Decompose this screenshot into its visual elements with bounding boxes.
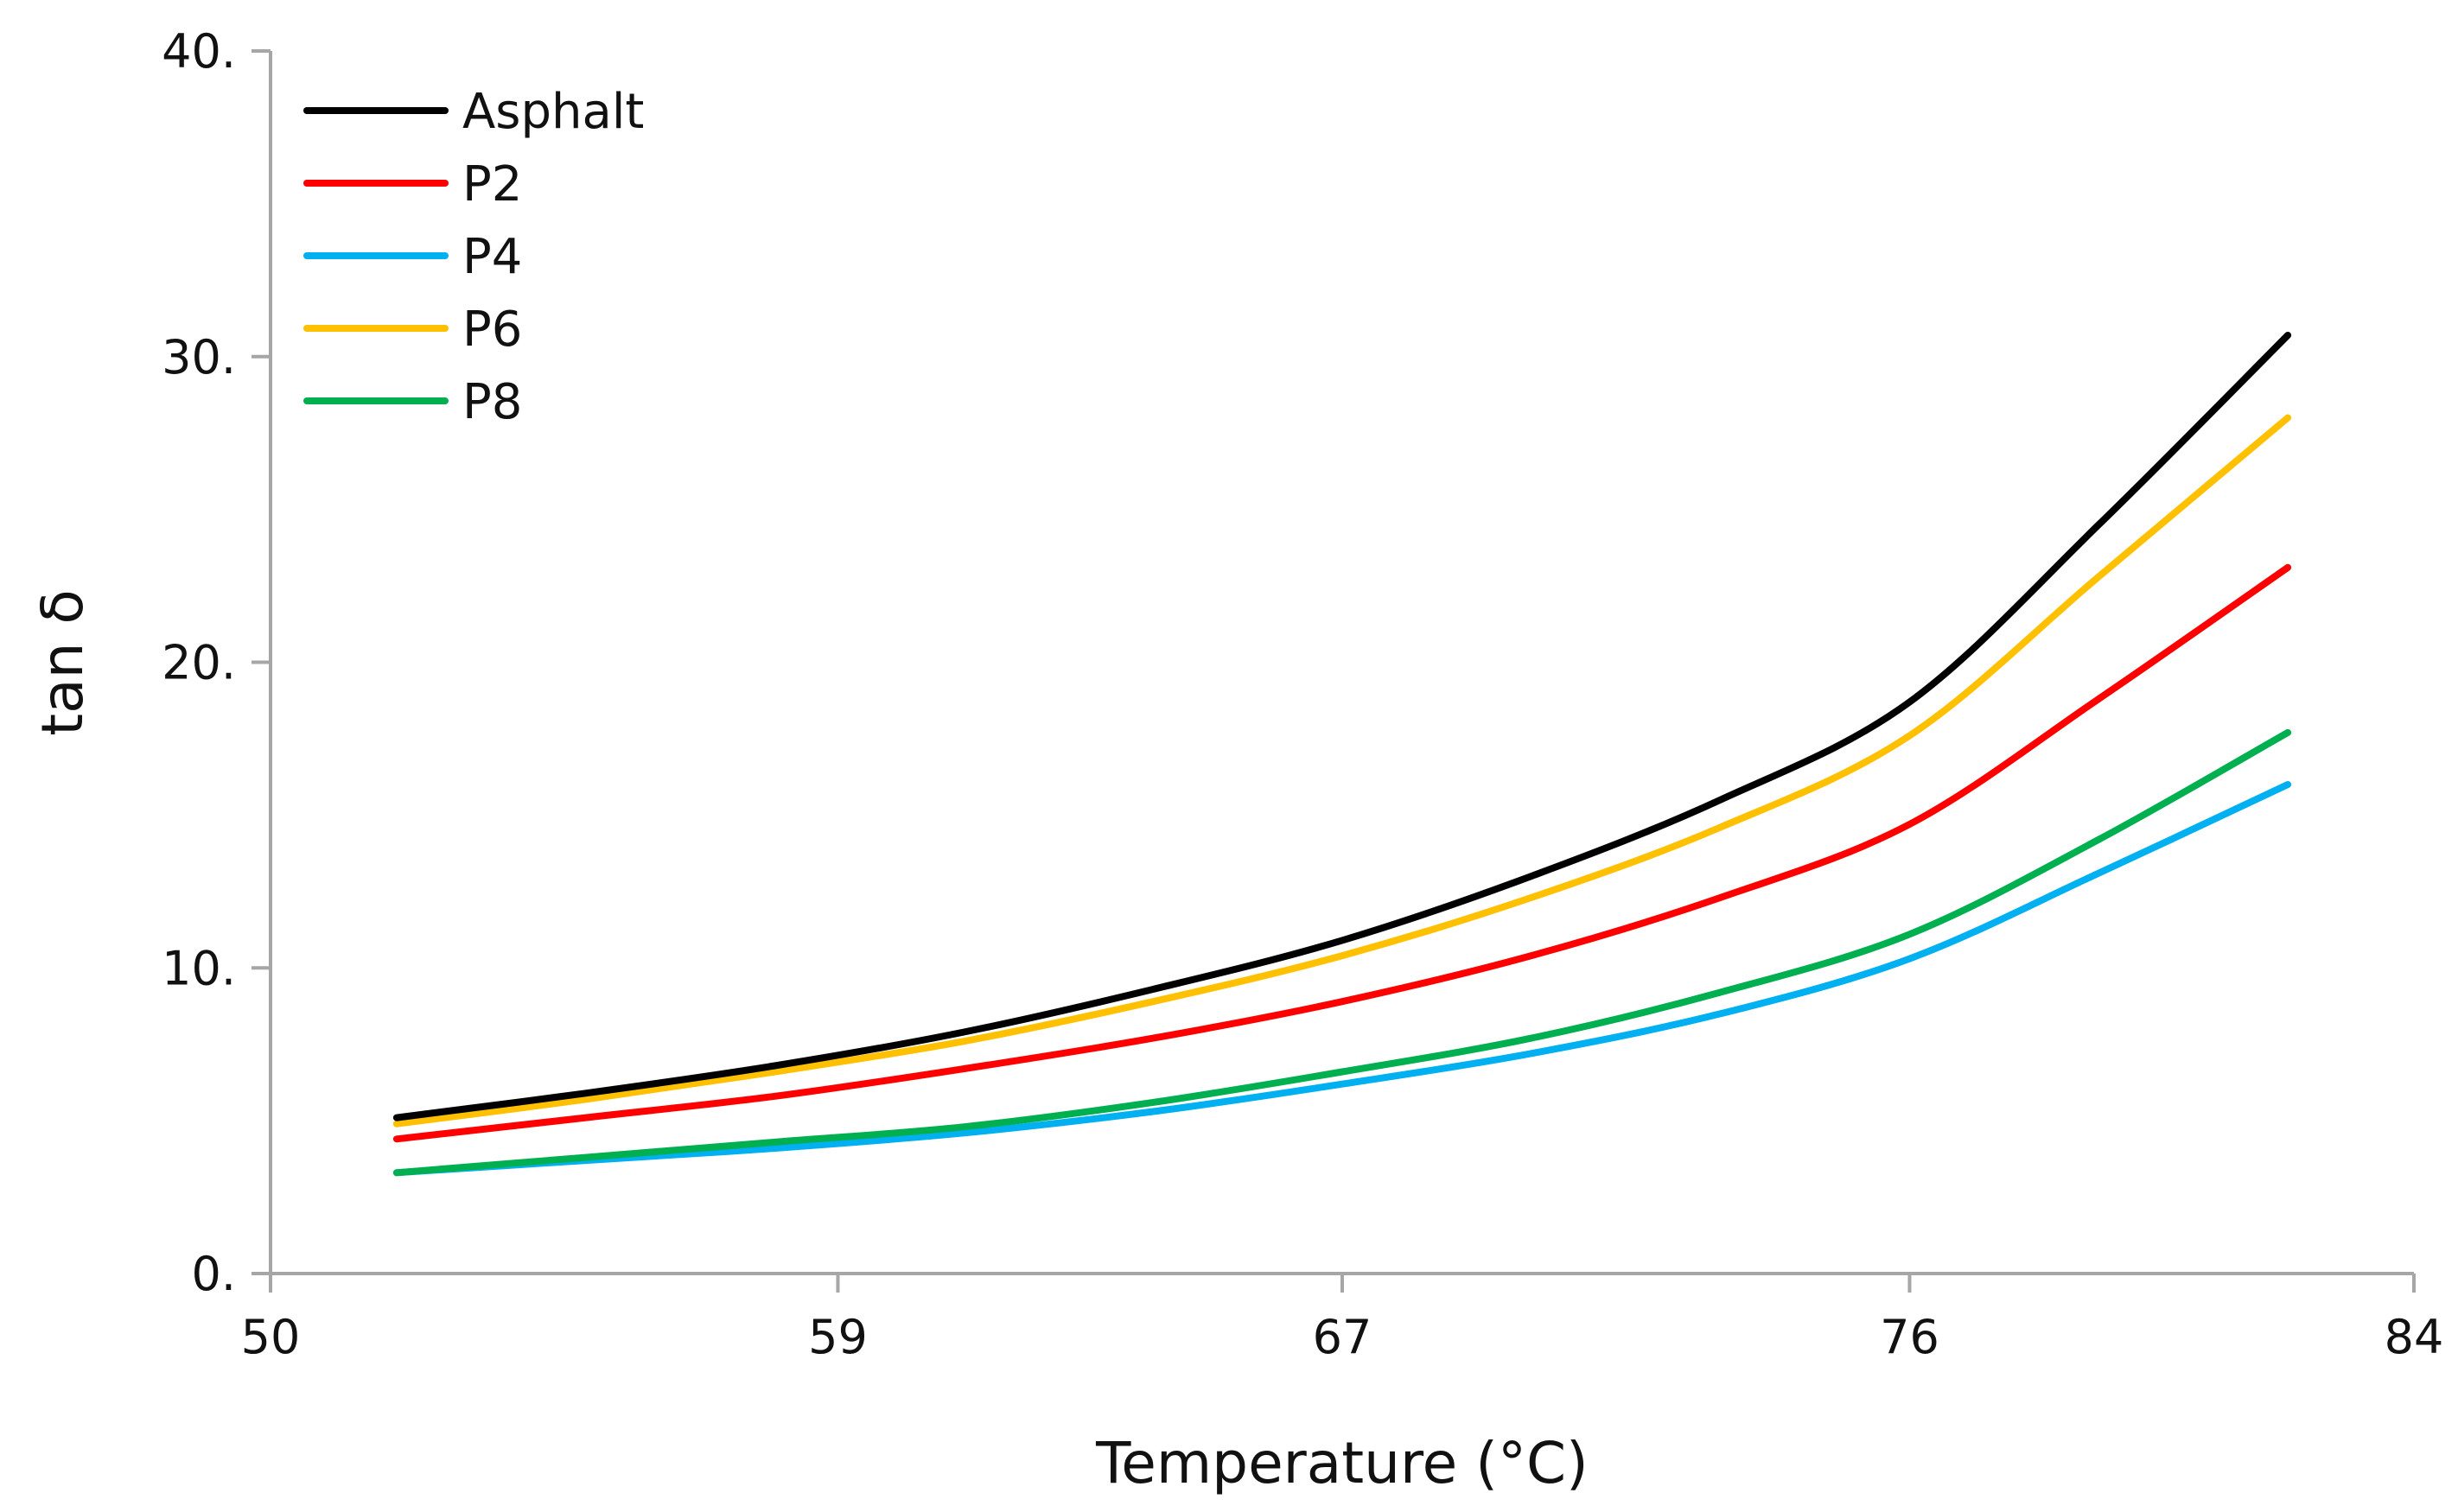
x-tick-label: 50 xyxy=(241,1310,301,1364)
y-tick-label: 30. xyxy=(162,330,236,384)
y-axis-title: tan δ xyxy=(29,589,96,736)
y-tick-label: 20. xyxy=(162,636,236,690)
x-tick-label: 76 xyxy=(1880,1310,1939,1364)
y-tick-label: 0. xyxy=(191,1247,236,1301)
legend-label-p4: P4 xyxy=(462,229,522,285)
series-line-p6 xyxy=(392,414,2292,1128)
x-tick-label: 67 xyxy=(1313,1310,1372,1364)
x-tick-label: 84 xyxy=(2385,1310,2444,1364)
x-axis-title: Temperature (°C) xyxy=(1095,1430,1589,1496)
legend-label-p8: P8 xyxy=(462,374,522,430)
series-line-p4 xyxy=(392,781,2292,1177)
legend: Asphalt P2 P4 P6 P8 xyxy=(303,84,644,430)
y-tick-label: 40. xyxy=(162,24,236,79)
x-tick-label: 59 xyxy=(808,1310,868,1364)
y-tick-label: 10. xyxy=(162,941,236,995)
legend-label-asphalt: Asphalt xyxy=(462,84,644,140)
series-line-asphalt xyxy=(392,332,2292,1121)
series-line-p2 xyxy=(392,563,2292,1143)
series-lines xyxy=(392,332,2292,1177)
y-ticks: 0. 10. 20. 30. 40. xyxy=(162,24,271,1301)
x-ticks: 50 59 67 76 84 xyxy=(241,1274,2444,1364)
legend-label-p6: P6 xyxy=(462,302,522,358)
legend-label-p2: P2 xyxy=(462,156,522,213)
series-line-p8 xyxy=(392,728,2292,1177)
